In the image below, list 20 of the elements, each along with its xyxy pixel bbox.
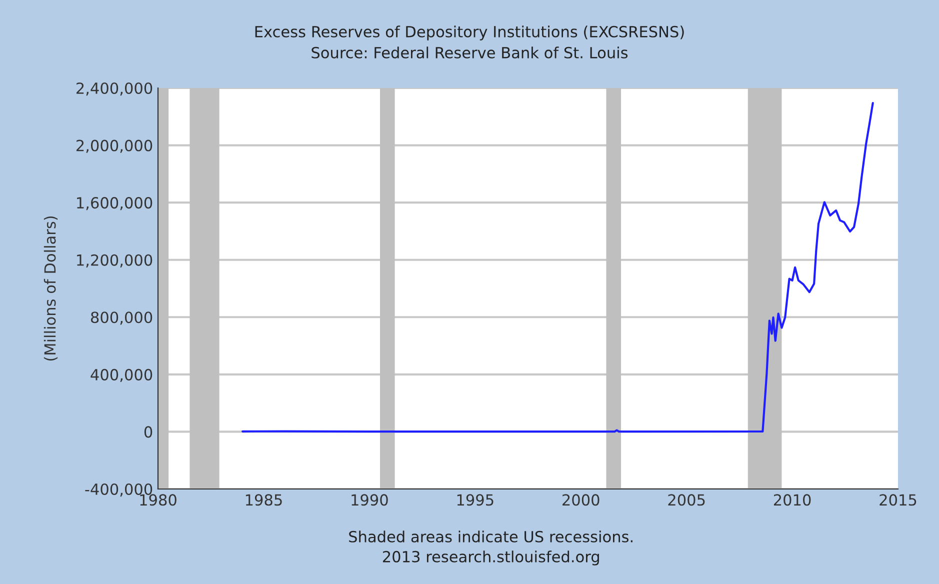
- text: Shaded areas indicate US recessions.: [349, 530, 632, 542]
- x-tick-label: 1990: [352, 494, 388, 506]
- chart-subtitle: Source: Federal Reserve Bank of St. Louis: [312, 46, 628, 58]
- y-tick-label: 400,000: [90, 368, 152, 382]
- chart-title: Excess Reserves of Depository Institutions (EXCSRESNS): [255, 26, 684, 40]
- line-series: [242, 102, 874, 433]
- y-tick-label: 1,600,000: [77, 197, 152, 210]
- y-tick-label: 2,000,000: [76, 140, 152, 153]
- text: 2013 research.stlouisfed.org: [382, 550, 599, 566]
- y-axis-title: (Millions of Dollars): [44, 216, 58, 361]
- x-tick-label: 2015: [880, 494, 916, 506]
- x-tick-label: 1995: [457, 494, 494, 506]
- x-tick-label: 2005: [668, 494, 705, 506]
- y-tick-label: 800,000: [90, 312, 152, 325]
- x-tick-label: 1985: [246, 494, 282, 506]
- y-tick-label: 2,400,000: [76, 82, 152, 96]
- y-tick-label: 1,200,000: [77, 254, 152, 268]
- y-tick-label: 0: [144, 426, 152, 438]
- x-tick-label: 2010: [774, 494, 811, 506]
- x-tick-label: 2000: [562, 494, 600, 506]
